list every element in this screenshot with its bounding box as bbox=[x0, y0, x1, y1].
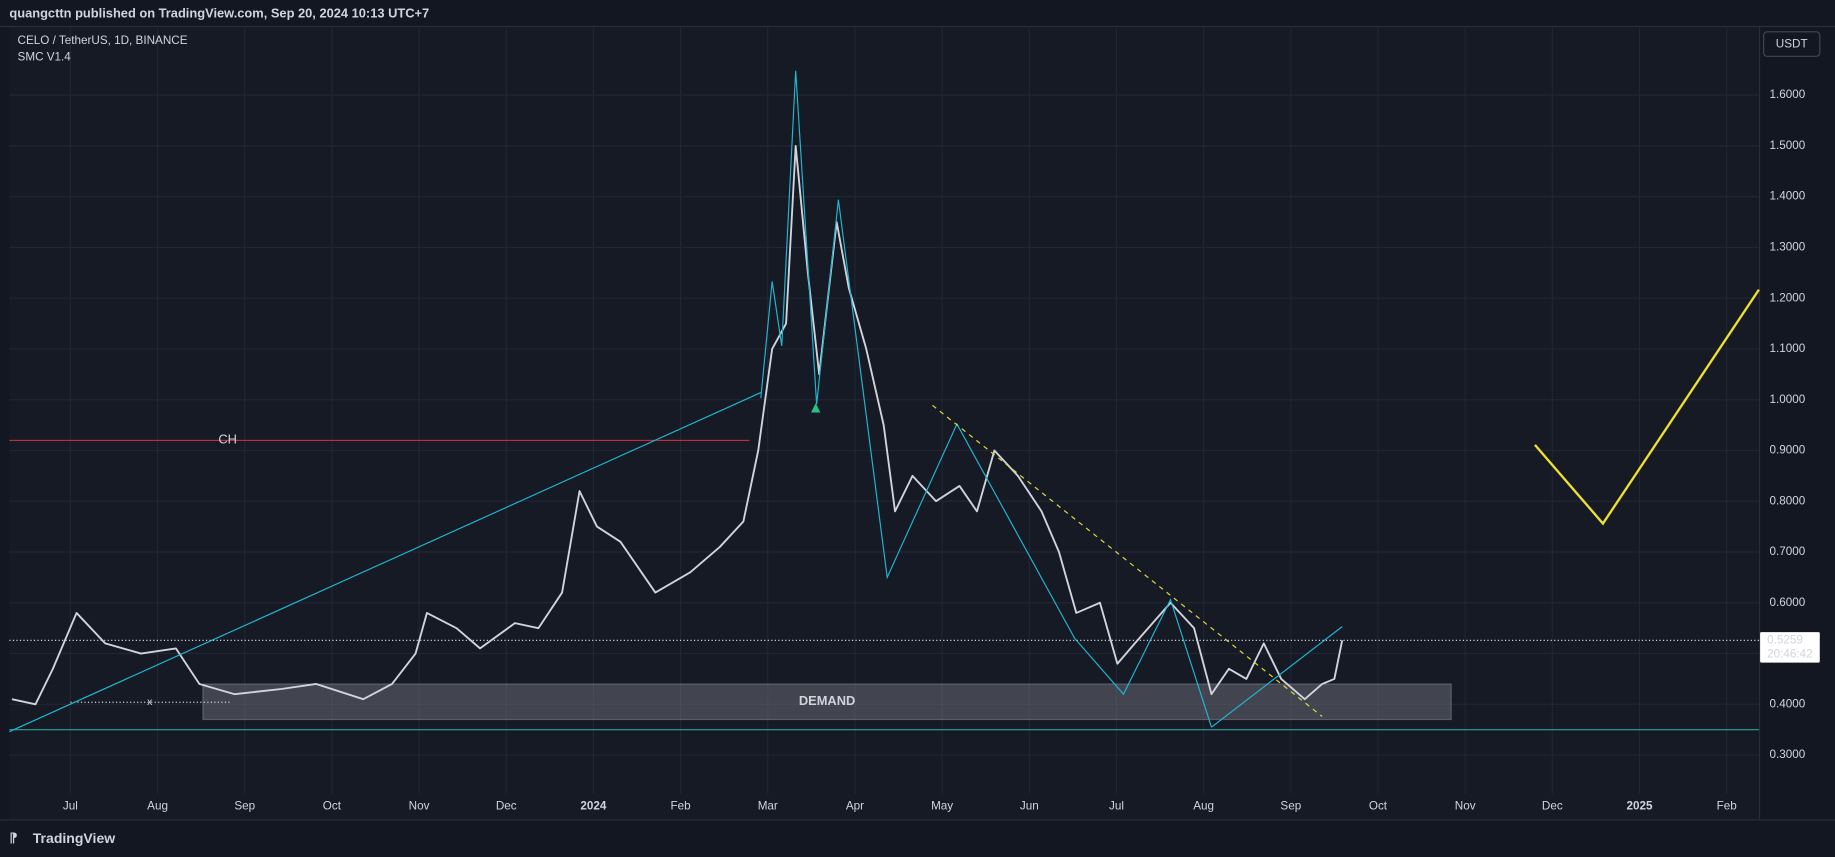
x-tick-label: Feb bbox=[1717, 800, 1738, 813]
publisher: quangcttn published on TradingView.com, … bbox=[9, 6, 429, 21]
price-line bbox=[11, 144, 1344, 706]
y-tick-label: 1.6000 bbox=[1769, 88, 1805, 101]
x-tick-label: Aug bbox=[147, 800, 168, 813]
x-tick-label: Jun bbox=[1020, 800, 1039, 813]
x-tick-label: Nov bbox=[1455, 800, 1476, 813]
x-tick-label: Dec bbox=[496, 800, 517, 813]
y-tick-label: 1.2000 bbox=[1769, 291, 1805, 304]
y-tick-label: 1.1000 bbox=[1769, 342, 1805, 355]
y-tick-label: 0.7000 bbox=[1769, 545, 1805, 558]
trendline bbox=[9, 392, 762, 733]
signal-marker bbox=[811, 403, 821, 413]
y-tick-label: 1.0000 bbox=[1769, 393, 1805, 406]
x-tick-label: Nov bbox=[409, 800, 430, 813]
trendline bbox=[932, 404, 1323, 717]
brand[interactable]: TradingView bbox=[33, 830, 115, 846]
y-tick-label: 0.3000 bbox=[1769, 748, 1805, 761]
x-tick-label: Jul bbox=[63, 800, 78, 813]
x-tick-label: Sep bbox=[234, 800, 255, 813]
marks: DEMAND CH x bbox=[9, 70, 1760, 733]
x-tick-label: 2025 bbox=[1626, 800, 1653, 813]
x-tick-label: Dec bbox=[1542, 800, 1563, 813]
countdown: 20:46:42 bbox=[1767, 648, 1812, 661]
currency-button[interactable] bbox=[1763, 31, 1821, 57]
y-tick-label: 0.9000 bbox=[1769, 444, 1805, 457]
logo-mark: ⁋ bbox=[9, 831, 17, 846]
x-tick-label: Feb bbox=[671, 800, 692, 813]
x-tick-label: Oct bbox=[323, 800, 342, 813]
y-tick-label: 0.6000 bbox=[1769, 596, 1805, 609]
x-tick-label: Sep bbox=[1280, 800, 1301, 813]
demand-zone bbox=[202, 683, 1452, 721]
x-tick-label: 2024 bbox=[580, 800, 607, 813]
y-tick-label: 0.8000 bbox=[1769, 494, 1805, 507]
x-tick-label: Oct bbox=[1369, 800, 1388, 813]
symbol: CELO / TetherUS, 1D, BINANCE bbox=[18, 34, 188, 47]
x-tick-label: Mar bbox=[758, 800, 778, 813]
trendline bbox=[760, 70, 1213, 728]
y-tick-label: 1.3000 bbox=[1769, 241, 1805, 254]
trendline bbox=[1211, 626, 1343, 728]
y-tick-label: 1.4000 bbox=[1769, 190, 1805, 203]
x-mark: x bbox=[147, 696, 153, 708]
y-tick-label: 0.4000 bbox=[1769, 697, 1805, 710]
demand-label: DEMAND bbox=[799, 693, 855, 708]
last-price-label: 0.5259 bbox=[1767, 633, 1803, 646]
last-price-box bbox=[1760, 632, 1820, 663]
x-tick-label: Jul bbox=[1109, 800, 1124, 813]
ch-label: CH bbox=[218, 432, 237, 447]
x-tick-label: Aug bbox=[1193, 800, 1214, 813]
trendline bbox=[1534, 288, 1760, 526]
currency[interactable]: USDT bbox=[1776, 38, 1808, 51]
indicator: SMC V1.4 bbox=[18, 51, 72, 64]
x-tick-label: May bbox=[931, 800, 953, 813]
x-tick-label: Apr bbox=[846, 800, 864, 813]
y-tick-label: 1.5000 bbox=[1769, 139, 1805, 152]
